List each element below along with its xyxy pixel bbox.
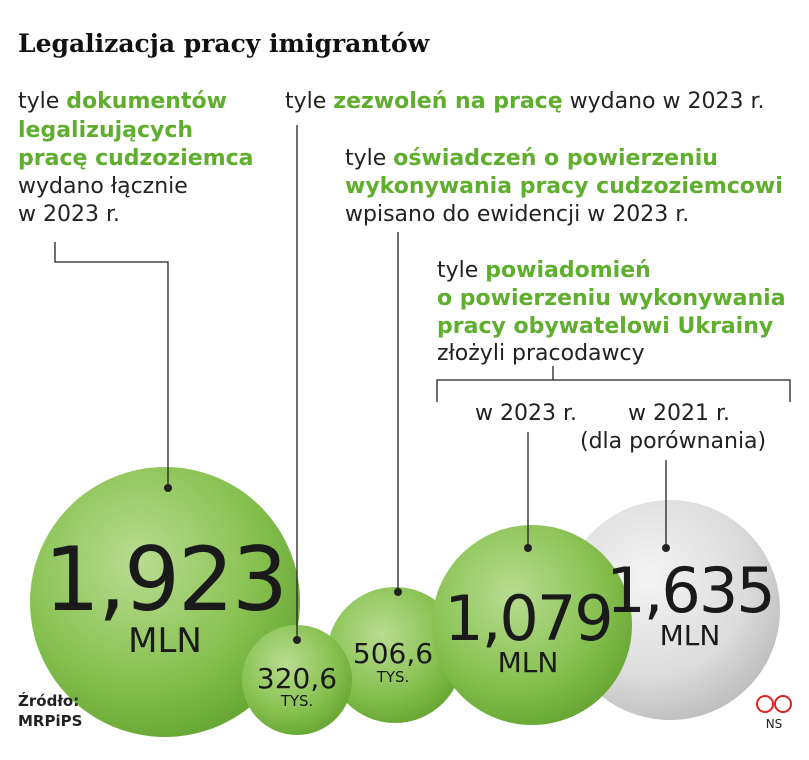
label-highlight: powiadomień (485, 258, 650, 283)
copyright-icon (756, 695, 774, 713)
value: 1,079 (444, 582, 612, 655)
label-prefix: tyle (345, 146, 386, 171)
label-text: wydano łącznie (18, 174, 188, 199)
source: MRPiPS (18, 712, 82, 730)
connector-dot (164, 484, 172, 492)
value: 506,6 (353, 637, 433, 670)
label-highlight: pracy obywatelowi Ukrainy (437, 314, 773, 339)
label: tyle oświadczeń o powierzeniu (345, 146, 718, 171)
label-text: w 2023 r. (18, 202, 120, 227)
label-highlight: oświadczeń o powierzeniu (393, 146, 718, 171)
label-highlight: pracę cudzoziemca (18, 146, 254, 171)
unit: MLN (498, 646, 559, 679)
title: Legalizacja pracy imigrantów (18, 29, 431, 58)
unit: TYS. (376, 668, 410, 686)
source-label: Źródło: (18, 691, 79, 710)
author: NS (766, 717, 783, 731)
bubble (242, 625, 352, 735)
label-highlight: legalizujących (18, 118, 193, 143)
label-prefix: tyle (285, 89, 326, 114)
bubble (30, 467, 300, 737)
sub-label: (dla porównania) (580, 429, 766, 454)
connector-dot (662, 544, 670, 552)
label: tyle powiadomień (437, 258, 651, 283)
connector-dot (524, 544, 532, 552)
label-prefix: tyle (18, 89, 59, 114)
connector-dot (293, 636, 301, 644)
connector-dot (394, 588, 402, 596)
label-highlight: dokumentów (66, 89, 227, 114)
bubble (327, 587, 463, 723)
bubble (432, 525, 632, 725)
connector (54, 242, 169, 488)
sub-label: w 2021 r. (628, 401, 730, 426)
label-highlight: o powierzeniu wykonywania (437, 286, 786, 311)
sub-label: w 2023 r. (475, 401, 577, 426)
label: tyle dokumentów (18, 89, 227, 114)
label-text: złożyli pracodawcy (437, 341, 645, 366)
label-highlight: wykonywania pracy cudzoziemcowi (345, 174, 783, 199)
value: 320,6 (257, 662, 337, 695)
label: tyle zezwoleń na pracę wydano w 2023 r. (285, 89, 764, 114)
bracket (436, 366, 791, 402)
unit: MLN (660, 619, 721, 652)
label-text: wpisano do ewidencji w 2023 r. (345, 202, 689, 227)
value: 1,923 (44, 528, 286, 631)
copyright-icon (774, 695, 792, 713)
value: 1,635 (606, 554, 774, 627)
unit: MLN (128, 621, 202, 661)
unit: TYS. (280, 692, 314, 710)
label-prefix: tyle (437, 258, 478, 283)
label-text: wydano w 2023 r. (570, 89, 765, 114)
label-highlight: zezwoleń na pracę (333, 89, 562, 114)
